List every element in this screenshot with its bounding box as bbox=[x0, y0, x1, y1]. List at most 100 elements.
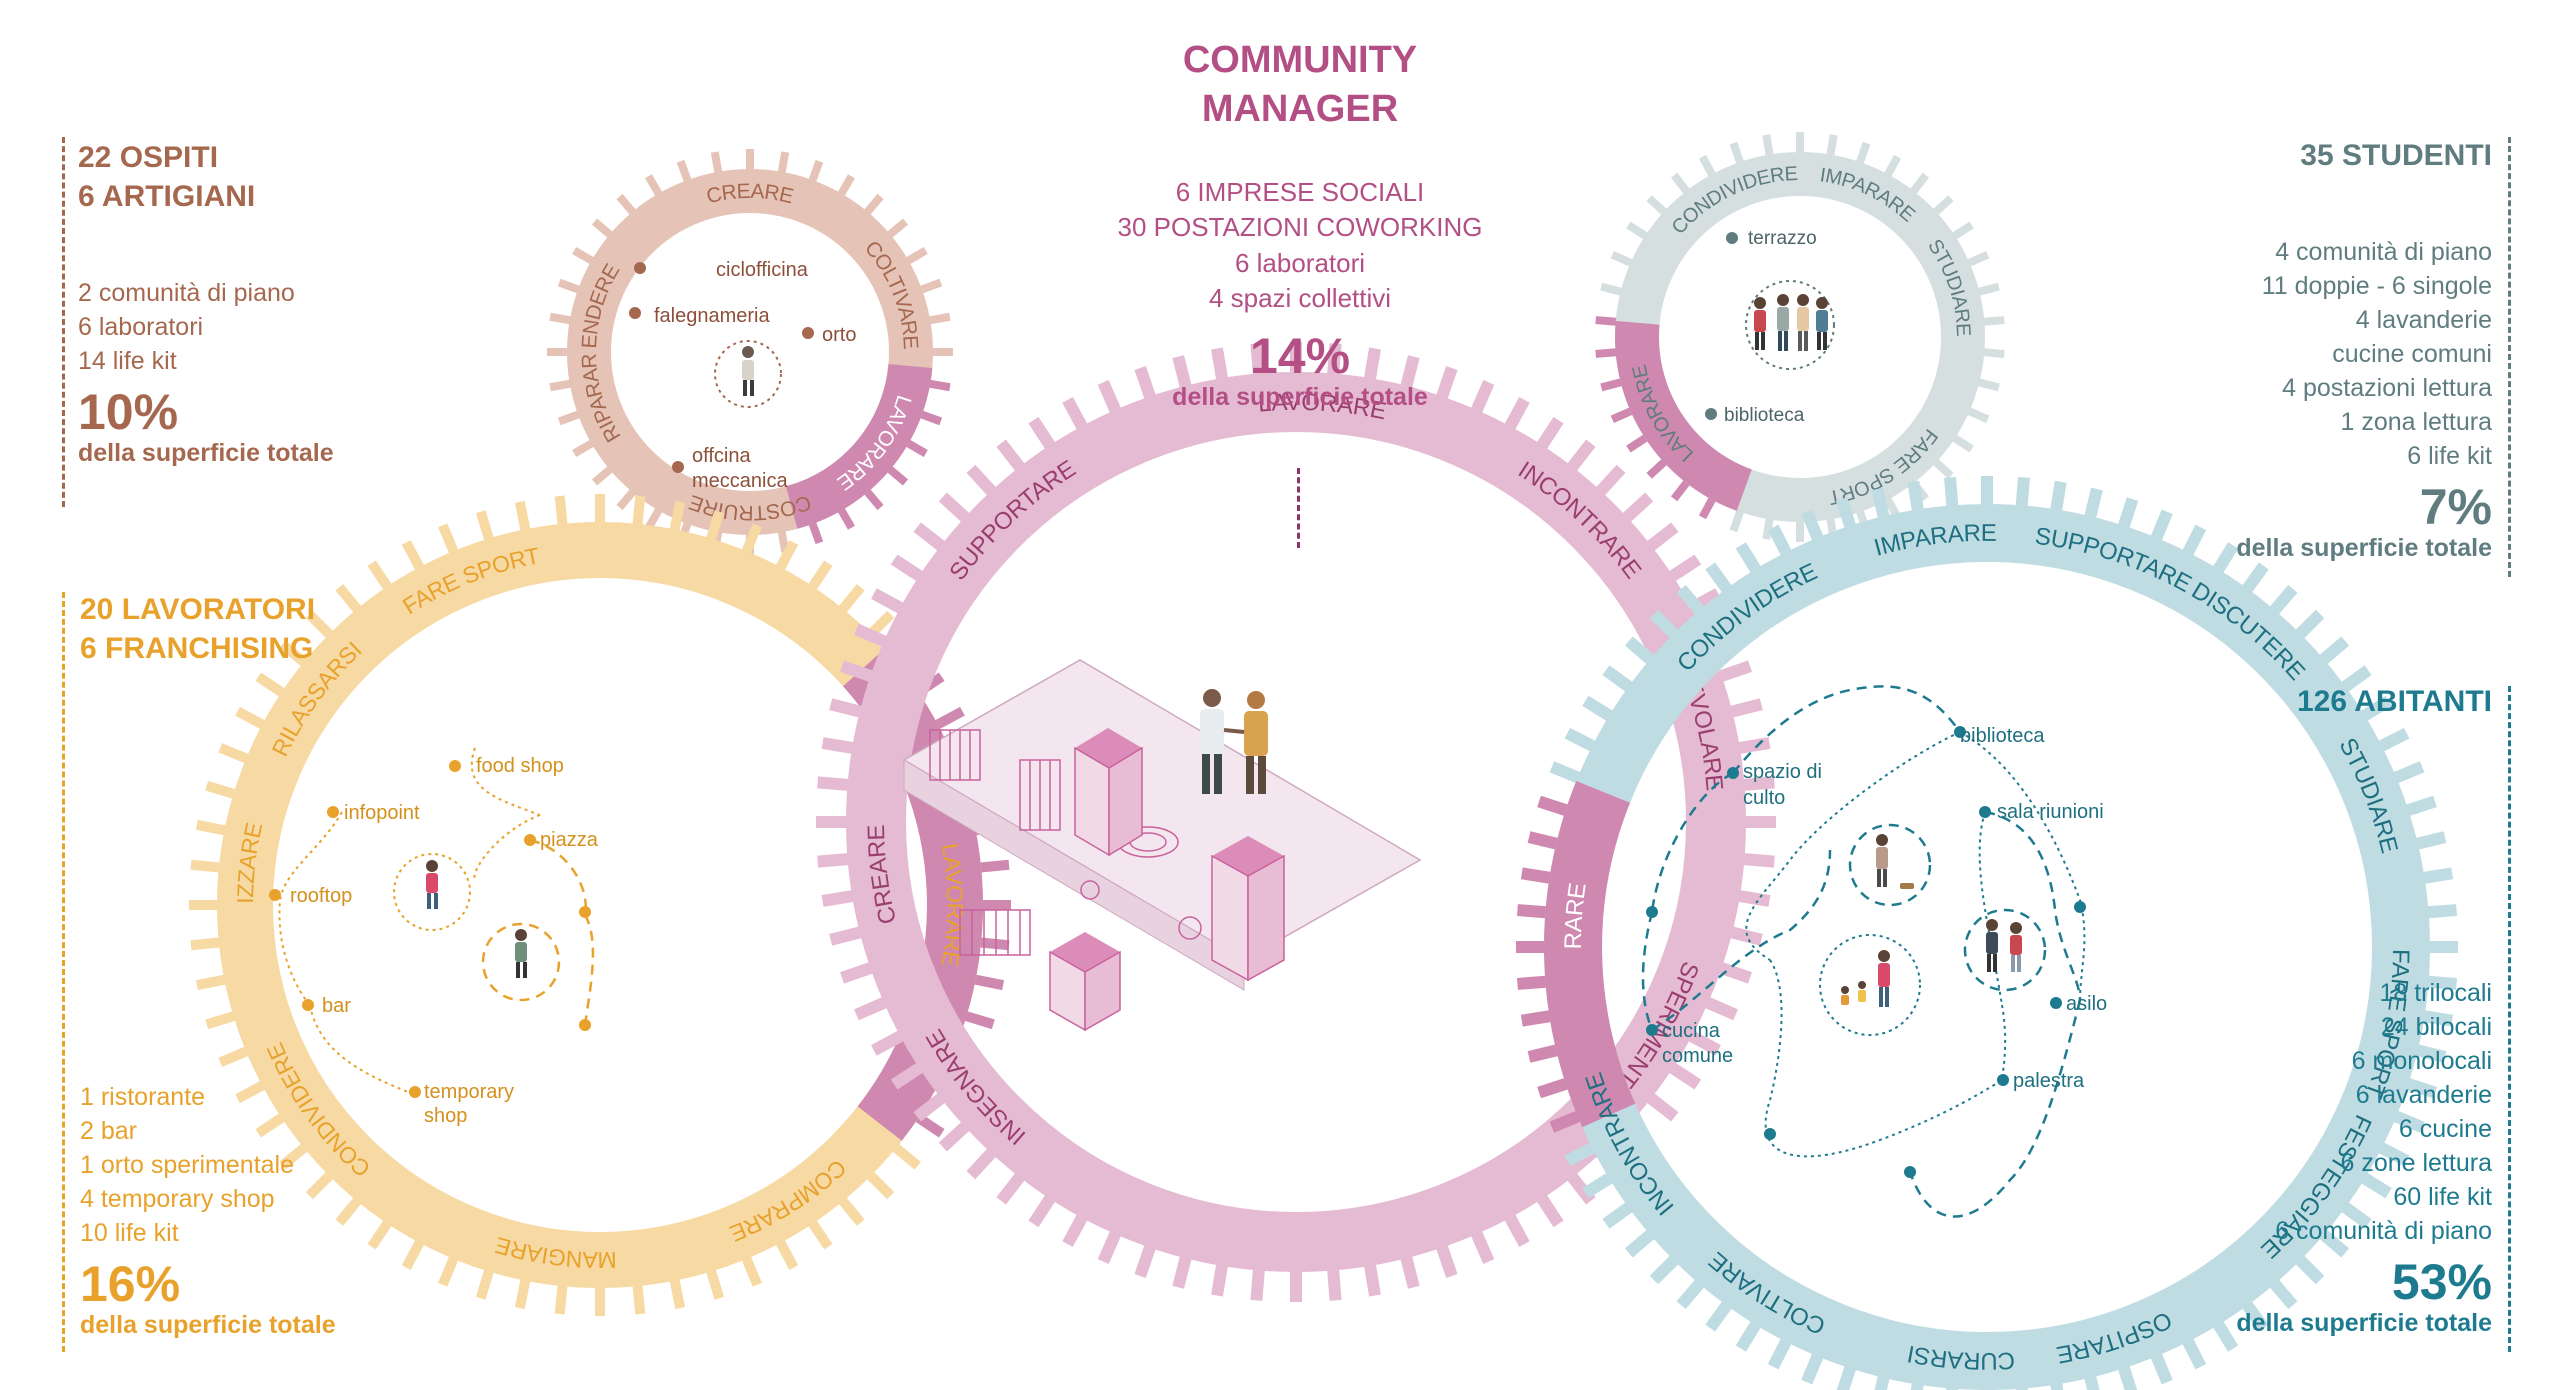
ring-tooth bbox=[2404, 1077, 2437, 1099]
ring-tooth bbox=[808, 520, 824, 545]
ring-tooth bbox=[963, 1010, 995, 1030]
abitanti-line-7: 60 life kit bbox=[2393, 1183, 2492, 1211]
person-ring bbox=[714, 340, 782, 408]
ring-tooth bbox=[1645, 522, 1679, 552]
ring-word: LAVORARE bbox=[937, 842, 968, 969]
ring-tooth bbox=[1767, 524, 1793, 557]
place-cucina: cucina bbox=[1662, 1020, 1721, 1042]
ring-tooth bbox=[2241, 1300, 2269, 1332]
ring-tooth bbox=[1062, 396, 1089, 431]
ring-tooth bbox=[1582, 1172, 1615, 1199]
ring-tooth bbox=[438, 523, 459, 555]
abitanti-details: 18 trilocali 24 bilocali 6 monolocali 6 … bbox=[2100, 976, 2492, 1338]
ring-tooth bbox=[557, 410, 582, 426]
ring-tooth bbox=[1470, 380, 1495, 415]
ring-tooth bbox=[1172, 355, 1192, 390]
abitanti-block: 126 ABITANTI bbox=[2100, 682, 2492, 721]
ring-tooth bbox=[1645, 1092, 1679, 1122]
ring-tooth bbox=[235, 1080, 267, 1104]
ring-tooth bbox=[669, 1277, 686, 1310]
place-temporary: temporary bbox=[424, 1081, 514, 1103]
studenti-line-6: 1 zona lettura bbox=[2340, 408, 2493, 436]
ring-tooth bbox=[195, 974, 228, 991]
place-sala-riunioni: sala riunioni bbox=[1997, 801, 2104, 823]
ring-tooth bbox=[870, 588, 905, 615]
ring-tooth bbox=[1736, 737, 1771, 755]
ring-tooth bbox=[2050, 1381, 2064, 1390]
ring-tooth bbox=[933, 706, 965, 730]
cm-percent: 14% bbox=[1249, 328, 1351, 385]
ring-accent-segment bbox=[785, 364, 933, 529]
ring-tooth bbox=[777, 529, 790, 553]
ring-tooth bbox=[863, 488, 884, 511]
ring-tooth bbox=[821, 737, 856, 755]
ring-tooth bbox=[1909, 172, 1930, 196]
ring-tooth bbox=[554, 1283, 568, 1315]
ring-tooth bbox=[854, 623, 889, 648]
ring-tooth bbox=[1976, 282, 2000, 296]
ring-tooth bbox=[1610, 250, 1635, 268]
ring-tooth bbox=[475, 510, 495, 542]
ring-tooth bbox=[572, 439, 596, 457]
place-dot bbox=[2074, 901, 2086, 913]
ring-tooth bbox=[918, 410, 943, 426]
ring-tooth bbox=[741, 523, 762, 555]
ring-tooth bbox=[305, 610, 335, 640]
studenti-line-5: 4 postazioni lettura bbox=[2282, 374, 2492, 402]
studenti-line-4: cucine comuni bbox=[2332, 340, 2492, 368]
place-dot bbox=[409, 1086, 421, 1098]
studenti-line-1: 4 comunità di piano bbox=[2275, 238, 2492, 266]
ring-tooth bbox=[218, 743, 250, 764]
ring-tooth bbox=[1982, 348, 2005, 358]
place-dot bbox=[1979, 806, 1991, 818]
ring-tooth bbox=[335, 584, 363, 614]
ring-tooth bbox=[837, 506, 855, 530]
ring-tooth bbox=[904, 247, 928, 265]
ring-tooth bbox=[2084, 487, 2103, 520]
ring-tooth bbox=[1667, 1062, 1702, 1090]
ring-tooth bbox=[1028, 1193, 1056, 1228]
ring-tooth bbox=[2377, 1141, 2410, 1167]
ospiti-line-1: 2 comunità di piano bbox=[78, 279, 295, 307]
ring-tooth bbox=[1520, 867, 1553, 884]
ring-tooth bbox=[1728, 698, 1763, 718]
ring-tooth bbox=[1649, 1254, 1680, 1285]
ring-tooth bbox=[1944, 476, 1959, 508]
ring-tooth bbox=[1728, 926, 1763, 946]
ring-band bbox=[567, 169, 933, 535]
ring-tooth bbox=[190, 859, 222, 873]
ring-tooth bbox=[1621, 492, 1654, 523]
ring-tooth bbox=[1600, 378, 1624, 392]
place-bar: bar bbox=[322, 995, 351, 1017]
place-spazio-di: spazio di bbox=[1743, 761, 1822, 783]
ring-tooth bbox=[1527, 831, 1560, 850]
place-meccanica: meccanica bbox=[692, 470, 788, 492]
cm-line-1: 6 IMPRESE SOCIALI bbox=[1175, 176, 1425, 207]
ring-tooth bbox=[632, 1283, 646, 1315]
ring-tooth bbox=[1211, 1262, 1229, 1297]
ring-tooth bbox=[840, 961, 875, 984]
ring-tooth bbox=[807, 560, 833, 591]
ring-tooth bbox=[1624, 636, 1656, 666]
ring-tooth bbox=[2377, 727, 2410, 753]
ring-tooth bbox=[1976, 378, 2000, 392]
ring-tooth bbox=[2421, 867, 2454, 884]
ring-tooth bbox=[1965, 406, 1990, 424]
ring-tooth bbox=[1667, 554, 1702, 582]
ring-tooth bbox=[195, 819, 228, 836]
ring-tooth bbox=[1907, 480, 1924, 513]
ring-tooth bbox=[1503, 396, 1530, 431]
ring-tooth bbox=[2340, 1201, 2372, 1229]
ring-tooth bbox=[837, 174, 855, 198]
abitanti-line-8: 6 comunità di piano bbox=[2275, 1217, 2492, 1245]
ring-tooth bbox=[1705, 562, 1733, 594]
ring-tooth bbox=[2212, 1319, 2239, 1352]
ring-tooth bbox=[335, 1196, 363, 1226]
ring-tooth bbox=[255, 1112, 286, 1138]
ring-tooth bbox=[1134, 1243, 1157, 1278]
inhabitant-icon bbox=[1876, 834, 1914, 889]
ring-tooth bbox=[1602, 1201, 1634, 1229]
ring-tooth bbox=[927, 379, 951, 392]
place-piazza: piazza bbox=[540, 829, 599, 851]
ring-tooth bbox=[1400, 355, 1420, 390]
